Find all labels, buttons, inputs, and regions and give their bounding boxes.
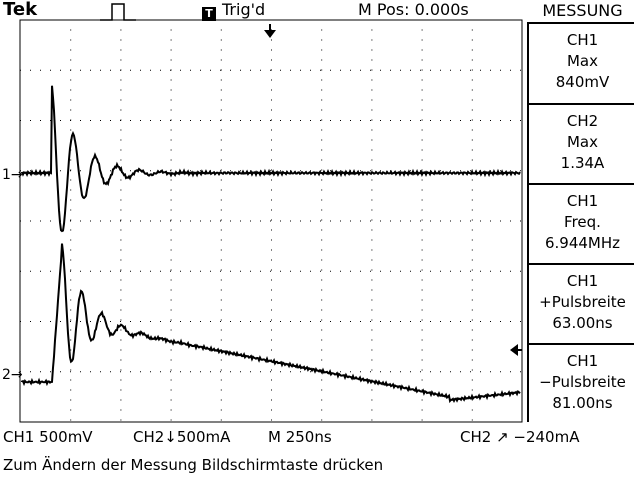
menu-item-channel: CH1 [566, 192, 599, 210]
timebase: M 250ns [268, 428, 332, 446]
ch2-scale: CH2↓500mA [133, 428, 231, 446]
menu-item-4[interactable]: CH1 +Pulsbreite 63.00ns [531, 271, 634, 334]
ch1-trace [21, 85, 521, 233]
menu-item-channel: CH2 [566, 112, 599, 130]
menu-item-channel: CH1 [566, 272, 599, 290]
menu-item-channel: CH1 [566, 352, 599, 370]
trigger-status: T Trig'd [202, 0, 265, 21]
menu-item-1[interactable]: CH1 Max 840mV [531, 30, 634, 93]
hint-text: Zum Ändern der Messung Bildschirmtaste d… [3, 456, 384, 474]
trigger-icon: T [202, 7, 216, 21]
trigger-position-arrow-icon [264, 30, 276, 38]
menu-title: MESSUNG [542, 1, 623, 20]
ch1-ground-marker: 1→ [2, 167, 23, 183]
menu-item-label: −Pulsbreite [539, 373, 626, 391]
trigger-status-text: Trig'd [222, 0, 266, 19]
menu-item-label: Max [566, 52, 598, 70]
menu-item-5[interactable]: CH1 −Pulsbreite 81.00ns [531, 351, 634, 414]
menu-item-value: 81.00ns [552, 394, 613, 412]
m-pos-readout: M Pos: 0.000s [358, 0, 469, 19]
menu-item-3[interactable]: CH1 Freq. 6.944MHz [531, 191, 634, 254]
pulse-icon [100, 3, 136, 21]
menu-item-value: 63.00ns [552, 314, 613, 332]
ch2-ground-marker: 2→ [2, 367, 23, 383]
menu-item-channel: CH1 [566, 31, 599, 49]
ch2-trace [21, 243, 521, 404]
menu-item-2[interactable]: CH2 Max 1.34A [531, 111, 634, 174]
menu-item-label: +Pulsbreite [539, 293, 626, 311]
graticule-grid [20, 19, 521, 421]
trigger-level-arrow-icon [510, 344, 518, 356]
menu-item-label: Freq. [564, 213, 601, 231]
menu-item-value: 6.944MHz [544, 234, 621, 252]
menu-item-value: 840mV [555, 73, 610, 91]
ch1-scale: CH1 500mV [3, 428, 93, 446]
brand-logo: Tek [3, 0, 38, 20]
trigger-readout: CH2 ↗ −240mA [460, 428, 580, 446]
menu-item-value: 1.34A [560, 154, 605, 172]
menu-item-label: Max [566, 133, 598, 151]
